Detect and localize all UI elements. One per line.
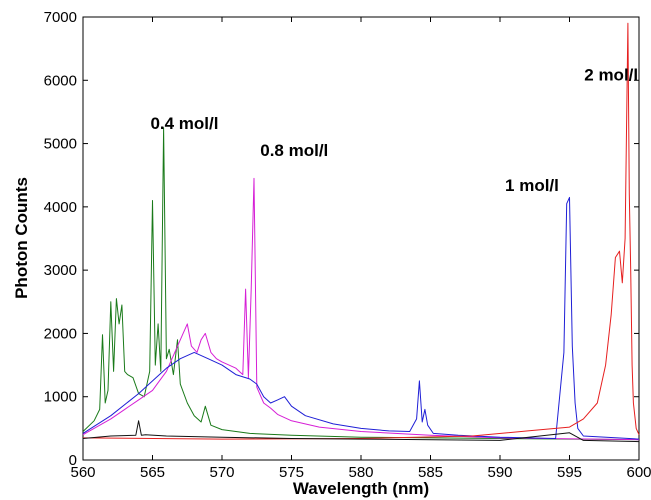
series-line-2 (82, 196, 640, 440)
concentration-label: 1 mol/l (505, 176, 559, 195)
y-axis-title: Photon Counts (12, 177, 31, 299)
y-tick-label: 6000 (44, 72, 77, 89)
y-tick-label: 2000 (44, 325, 77, 342)
series-layer (82, 22, 640, 443)
x-tick-label: 560 (70, 464, 95, 481)
x-axis-title: Wavelength (nm) (293, 479, 429, 498)
y-tick-label: 0 (69, 452, 77, 469)
y-tick-label: 1000 (44, 389, 77, 406)
x-tick-label: 585 (418, 464, 443, 481)
concentration-label: 0.4 mol/l (150, 114, 218, 133)
series-line-1 (82, 177, 640, 441)
y-tick-label: 4000 (44, 199, 77, 216)
y-axis: 0 1000 2000 3000 4000 5000 6000 7000 (44, 9, 639, 469)
y-tick-label: 7000 (44, 9, 77, 26)
x-tick-label: 590 (487, 464, 512, 481)
concentration-label: 0.8 mol/l (260, 141, 328, 160)
y-tick-label: 5000 (44, 136, 77, 153)
plot-area (82, 16, 640, 461)
x-tick-label: 565 (140, 464, 165, 481)
y-tick-label: 3000 (44, 262, 77, 279)
annotation-layer: 0.4 mol/l 0.8 mol/l 1 mol/l 2 mol/l (150, 65, 638, 195)
x-axis: 560 565 570 575 580 585 590 595 600 (70, 17, 651, 481)
series-line-4 (82, 420, 640, 443)
series-line-3 (82, 22, 640, 440)
x-tick-label: 575 (279, 464, 304, 481)
x-tick-label: 600 (626, 464, 651, 481)
concentration-label: 2 mol/l (584, 65, 638, 84)
x-tick-label: 570 (209, 464, 234, 481)
x-tick-label: 580 (348, 464, 373, 481)
series-line-0 (82, 127, 640, 441)
x-tick-label: 595 (557, 464, 582, 481)
